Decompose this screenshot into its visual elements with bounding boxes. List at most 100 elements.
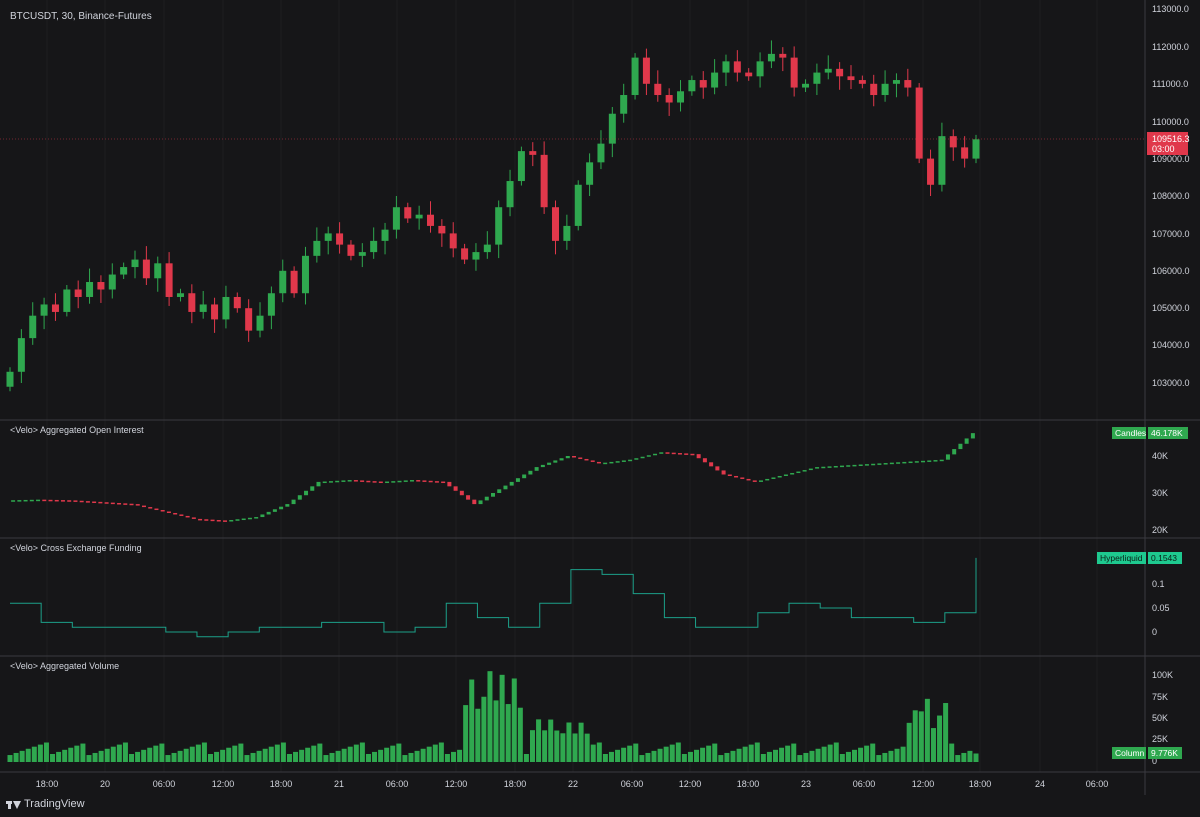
oi-candle: [92, 501, 97, 504]
funding-line[interactable]: [10, 557, 977, 638]
oi-candle: [927, 460, 932, 462]
volume-bar: [37, 744, 43, 762]
volume-bar: [700, 747, 706, 762]
volume-bar: [359, 742, 365, 762]
price-tick: 104000.0: [1152, 340, 1190, 350]
price-tick: 112000.0: [1152, 42, 1189, 52]
volume-bar: [827, 744, 833, 762]
oi-candle: [353, 480, 358, 482]
time-tick: 18:00: [36, 779, 59, 789]
volume-bar: [201, 742, 207, 762]
volume-bar: [523, 753, 529, 762]
candlestick-series[interactable]: [6, 40, 980, 392]
candle-body: [40, 304, 48, 316]
volume-bar: [511, 678, 517, 762]
volume-bar: [675, 742, 681, 762]
volume-scale[interactable]: 100K 75K 50K 25K 0: [1152, 670, 1173, 766]
volume-bar: [159, 743, 165, 762]
volume-bar: [949, 743, 955, 762]
oi-candle: [123, 503, 128, 505]
volume-bar: [317, 743, 323, 762]
price-scale[interactable]: 113000.0 112000.0 111000.0 110000.0 1090…: [1152, 4, 1190, 388]
oi-candle: [67, 500, 72, 502]
candle-body: [938, 136, 946, 185]
oi-candle: [659, 452, 664, 454]
oi-candle: [148, 507, 153, 509]
volume-bar: [13, 752, 19, 762]
volume-bar: [505, 704, 511, 762]
volume-bar: [92, 752, 98, 762]
oi-candle: [235, 519, 240, 521]
candle-body: [847, 76, 855, 81]
volume-series-name: Column: [1115, 748, 1145, 758]
volume-panel-label[interactable]: <Velo> Aggregated Volume: [10, 661, 119, 671]
oi-candle: [254, 517, 259, 519]
candle-body: [74, 289, 82, 297]
volume-bar: [615, 749, 621, 762]
volume-tick: 0: [1152, 756, 1157, 766]
volume-bar: [286, 753, 292, 762]
candle-body: [381, 229, 389, 241]
volume-bar: [451, 751, 457, 762]
oi-candle: [204, 519, 209, 521]
candle-body: [654, 83, 662, 96]
candle-body: [142, 259, 150, 279]
candle-body: [370, 240, 378, 253]
candle-body: [392, 207, 400, 230]
oi-candle: [403, 480, 408, 482]
time-tick: 22: [568, 779, 578, 789]
volume-bar: [797, 755, 803, 762]
oi-panel-label[interactable]: <Velo> Aggregated Open Interest: [10, 425, 144, 435]
oi-scale[interactable]: 40K 30K 20K: [1152, 451, 1168, 535]
volume-bar: [906, 722, 912, 762]
oi-candle: [939, 459, 944, 462]
oi-candle: [684, 453, 689, 455]
volume-bar: [299, 749, 305, 762]
time-tick: 18:00: [969, 779, 992, 789]
candle-body: [233, 296, 241, 309]
candle-body: [881, 83, 889, 96]
volume-bar: [323, 755, 329, 762]
funding-scale[interactable]: 0.1 0.05 0: [1152, 579, 1170, 637]
volume-bar: [858, 747, 864, 762]
oi-candle: [871, 463, 876, 466]
volume-bar: [280, 742, 286, 762]
volume-bar: [687, 751, 693, 762]
volume-bar: [19, 750, 25, 762]
oi-tick: 30K: [1152, 488, 1168, 498]
oi-candle: [509, 481, 514, 486]
candle-body: [779, 53, 787, 58]
volume-bar: [390, 745, 396, 762]
candle-body: [699, 80, 707, 88]
funding-panel-label[interactable]: <Velo> Cross Exchange Funding: [10, 543, 142, 553]
candle-body: [131, 259, 139, 268]
candle-body: [154, 263, 162, 279]
candle-body: [904, 80, 912, 88]
volume-bar: [384, 747, 390, 762]
candle-body: [642, 57, 650, 84]
oi-series-name: Candles: [1115, 428, 1146, 438]
candle-body: [608, 113, 616, 144]
volume-series[interactable]: [7, 671, 979, 762]
volume-tick: 100K: [1152, 670, 1173, 680]
oi-candle: [366, 480, 371, 483]
symbol-title[interactable]: BTCUSDT, 30, Binance-Futures: [10, 11, 152, 22]
candle-body: [6, 371, 14, 387]
oi-candle: [198, 518, 203, 521]
brand[interactable]: TradingView: [6, 798, 85, 810]
volume-bar: [165, 755, 171, 762]
price-tick: 109000.0: [1152, 154, 1190, 164]
oi-candle: [908, 461, 913, 464]
oi-candle: [23, 499, 28, 502]
last-price-value: 109516.3: [1152, 134, 1190, 144]
volume-bar: [967, 750, 973, 762]
open-interest-series[interactable]: [11, 433, 975, 522]
oi-candle: [752, 480, 757, 482]
oi-candle: [578, 457, 583, 459]
time-axis[interactable]: 18:00 20 06:00 12:00 18:00 21 06:00 12:0…: [36, 779, 1109, 789]
candle-body: [495, 207, 503, 245]
tradingview-logo-icon: [6, 799, 21, 809]
candle-body: [188, 293, 196, 312]
